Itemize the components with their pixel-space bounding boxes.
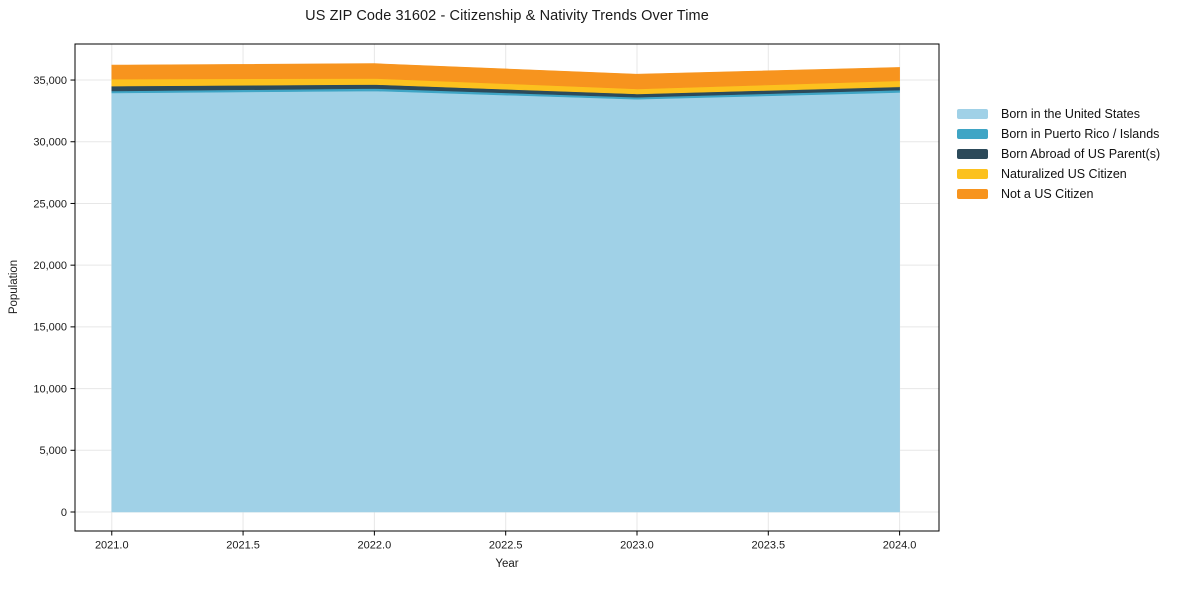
y-tick-label: 35,000 xyxy=(33,75,67,87)
legend-item-born-in-puerto-rico-islands: Born in Puerto Rico / Islands xyxy=(957,124,1160,144)
legend-label: Born Abroad of US Parent(s) xyxy=(1001,147,1161,161)
x-tick-label: 2021.0 xyxy=(95,540,129,552)
legend-swatch xyxy=(957,149,988,159)
stacked-areas xyxy=(111,63,900,513)
y-tick-label: 0 xyxy=(61,507,67,519)
area-born-in-the-united-states xyxy=(111,90,900,513)
x-tick-label: 2021.5 xyxy=(226,540,260,552)
tick-labels: 2021.0 2021.5 2022.0 2022.5 2023.0 2023.5 2024… xyxy=(33,75,916,552)
y-tick-label: 5,000 xyxy=(39,445,67,457)
y-tick-label: 25,000 xyxy=(33,198,67,210)
y-tick-label: 10,000 xyxy=(33,383,67,395)
legend-label: Naturalized US Citizen xyxy=(1001,167,1127,181)
legend: Born in the United States Born in Puerto … xyxy=(957,104,1161,204)
legend-swatch xyxy=(957,129,988,139)
legend-item-naturalized-us-citizen: Naturalized US Citizen xyxy=(957,164,1160,184)
legend-swatch xyxy=(957,109,988,119)
x-tick-label: 2024.0 xyxy=(883,540,917,552)
legend-label: Not a US Citizen xyxy=(1001,187,1094,201)
x-tick-label: 2022.5 xyxy=(489,540,523,552)
legend-label: Born in the United States xyxy=(1001,107,1140,121)
area-not-a-us-citizen xyxy=(111,63,900,90)
y-tick-label: 20,000 xyxy=(33,260,67,272)
x-tick-label: 2023.0 xyxy=(620,540,654,552)
plot-border xyxy=(74,43,940,532)
legend-item-born-in-the-united-states: Born in the United States xyxy=(957,104,1160,124)
legend-swatch xyxy=(957,169,988,179)
y-tick-label: 15,000 xyxy=(33,322,67,334)
legend-item-born-abroad-of-us-parent-s: Born Abroad of US Parent(s) xyxy=(957,144,1160,164)
x-axis-label: Year xyxy=(495,558,519,570)
x-tick-label: 2023.5 xyxy=(751,540,785,552)
y-tick-label: 30,000 xyxy=(33,137,67,149)
legend-label: Born in Puerto Rico / Islands xyxy=(1001,127,1160,141)
x-tick-label: 2022.0 xyxy=(358,540,392,552)
tick-marks xyxy=(70,79,901,536)
legend-item-not-a-us-citizen: Not a US Citizen xyxy=(957,184,1160,204)
legend-swatch xyxy=(957,189,988,199)
y-axis-label: Population xyxy=(8,259,20,315)
chart-title: US ZIP Code 31602 - Citizenship & Nativi… xyxy=(305,8,709,24)
